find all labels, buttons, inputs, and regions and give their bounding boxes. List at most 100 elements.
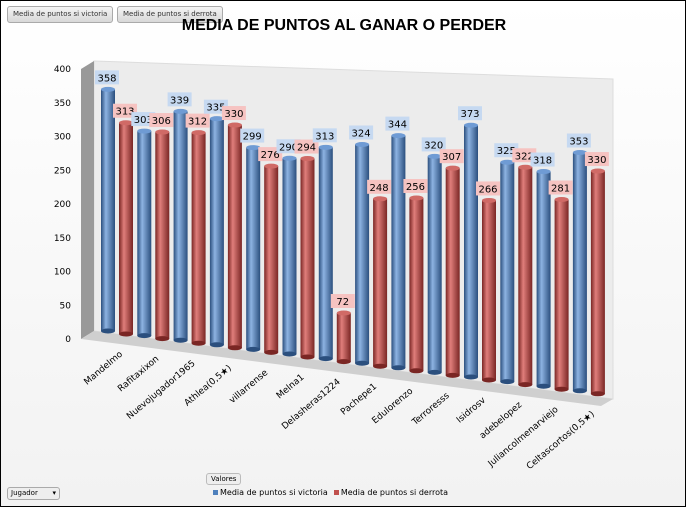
data-label-box (421, 137, 446, 152)
bar-victoria (464, 125, 478, 377)
data-label-box (403, 179, 428, 193)
bar-victoria (101, 89, 115, 331)
data-label: 266 (478, 184, 497, 195)
data-label-box (167, 92, 192, 107)
filter-button-derrota[interactable]: Media de puntos si derrota (117, 6, 223, 23)
bar-derrota (518, 167, 533, 385)
category-label: Edulorenzo (371, 386, 416, 426)
filter-button-victoria[interactable]: Media de puntos si victoria (7, 6, 114, 23)
bar-victoria (572, 152, 587, 391)
data-label: 248 (370, 183, 389, 194)
y-tick-label: 400 (54, 65, 71, 75)
data-label-box (476, 181, 500, 196)
bar-top (282, 155, 297, 161)
values-field-button[interactable]: Valores (206, 473, 242, 485)
data-label-box (113, 103, 137, 118)
bar-top (355, 142, 370, 147)
data-label: 256 (406, 182, 425, 193)
data-label: 306 (152, 116, 171, 127)
category-label: Juliancolmenarviejo (486, 405, 561, 470)
bar-victoria (173, 111, 188, 341)
bar-derrota (119, 122, 133, 334)
bar-top (227, 122, 242, 128)
bar-top (536, 169, 551, 175)
data-label: 339 (170, 95, 189, 106)
bar-victoria (209, 118, 224, 345)
dropdown-arrow-icon: ▾ (52, 489, 56, 497)
data-label-box (566, 133, 591, 148)
bar-top (427, 153, 442, 159)
category-label: Isidrosv (455, 395, 488, 425)
data-label-box (294, 139, 319, 154)
bar-top (300, 156, 315, 162)
data-label-box (584, 152, 609, 167)
data-label-box (385, 116, 410, 131)
bar-derrota (300, 158, 315, 357)
bar-top (101, 86, 115, 92)
data-label: 281 (551, 184, 570, 195)
data-label-box (367, 179, 392, 194)
legend-item-derrota: Media de puntos si derrota (333, 488, 448, 497)
bar-derrota (482, 200, 496, 380)
bar-victoria (500, 162, 515, 382)
data-label-box (349, 125, 374, 140)
bar-derrota (155, 132, 170, 339)
bar-top (572, 150, 587, 156)
data-label: 72 (336, 297, 349, 308)
bar-victoria (318, 147, 333, 359)
bar-top (191, 130, 206, 136)
data-label: 330 (587, 155, 606, 166)
data-label-box (439, 149, 464, 164)
bar-derrota (191, 132, 206, 344)
data-label: 324 (352, 129, 371, 140)
legend-item-victoria: Media de puntos si victoria (213, 488, 328, 497)
data-label-box (240, 128, 265, 143)
bar-top (554, 197, 569, 203)
data-label: 358 (97, 73, 116, 84)
bar-top (336, 310, 351, 316)
category-label: Pachepe1 (339, 382, 379, 418)
y-tick-label: 350 (54, 99, 71, 109)
bar-victoria (355, 144, 370, 364)
bar-victoria (282, 158, 297, 354)
bar-top (464, 122, 478, 128)
data-label-box (95, 70, 119, 85)
data-label: 294 (297, 143, 316, 154)
data-label: 330 (224, 109, 243, 120)
data-label: 325 (497, 146, 516, 157)
bar-top (445, 165, 460, 171)
bar-top (391, 133, 406, 139)
data-label: 353 (569, 137, 588, 148)
category-label: Melna1 (275, 373, 307, 402)
data-label: 299 (243, 132, 262, 143)
data-label: 313 (115, 107, 134, 118)
y-tick-label: 300 (54, 133, 71, 143)
y-tick-label: 100 (54, 268, 71, 278)
y-tick-label: 50 (60, 301, 72, 311)
data-label-box (548, 180, 573, 195)
y-tick-label: 250 (54, 166, 71, 176)
data-label-box (258, 147, 283, 162)
bar-top (482, 197, 496, 203)
bar-top (409, 195, 424, 201)
row-field-dropdown[interactable]: Jugador ▾ (7, 487, 60, 500)
bar-derrota (336, 313, 351, 362)
data-label: 303 (134, 115, 153, 126)
data-label: 335 (206, 103, 225, 114)
data-label-box (458, 106, 482, 121)
data-label-box (512, 148, 537, 163)
bar-victoria (536, 171, 551, 387)
legend: Media de puntos si victoria Media de pun… (213, 488, 448, 497)
row-field-label: Jugador (11, 489, 38, 497)
data-label: 344 (388, 120, 407, 131)
bar-derrota (554, 199, 569, 390)
bar-victoria (427, 156, 442, 373)
bar-top (246, 145, 261, 151)
bar-victoria (391, 135, 406, 368)
data-label: 320 (424, 140, 443, 151)
bar-top (318, 144, 333, 150)
bar-top (173, 108, 188, 114)
bar-top (500, 159, 515, 165)
bar-top (155, 129, 170, 135)
